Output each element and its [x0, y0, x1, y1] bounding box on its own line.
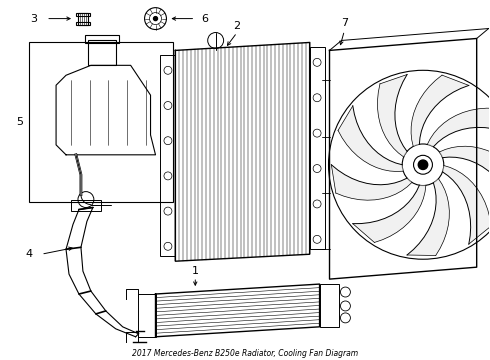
Bar	[319, 284, 340, 327]
Text: 3: 3	[30, 14, 37, 24]
Text: 7: 7	[341, 18, 348, 28]
Bar	[88, 40, 116, 65]
Bar	[85, 36, 119, 44]
Text: 4: 4	[25, 249, 33, 259]
Bar	[76, 22, 90, 24]
Bar	[71, 199, 101, 211]
Polygon shape	[411, 75, 469, 147]
Text: 2: 2	[233, 21, 241, 31]
Bar	[310, 48, 324, 249]
Polygon shape	[427, 108, 490, 147]
Text: 5: 5	[16, 117, 23, 127]
Text: 6: 6	[202, 14, 209, 24]
Bar	[29, 42, 173, 202]
Text: 2017 Mercedes-Benz B250e Radiator, Cooling Fan Diagram: 2017 Mercedes-Benz B250e Radiator, Cooli…	[132, 349, 358, 358]
Bar	[76, 13, 90, 15]
Circle shape	[153, 17, 157, 21]
Bar	[161, 55, 175, 256]
Polygon shape	[377, 75, 407, 157]
Polygon shape	[331, 165, 412, 200]
Polygon shape	[338, 106, 403, 171]
Polygon shape	[442, 166, 490, 244]
Polygon shape	[353, 185, 426, 243]
Circle shape	[418, 160, 428, 170]
Bar	[78, 13, 88, 24]
Text: 1: 1	[192, 266, 199, 276]
Polygon shape	[407, 179, 449, 256]
Bar	[138, 294, 155, 337]
Polygon shape	[440, 146, 490, 196]
